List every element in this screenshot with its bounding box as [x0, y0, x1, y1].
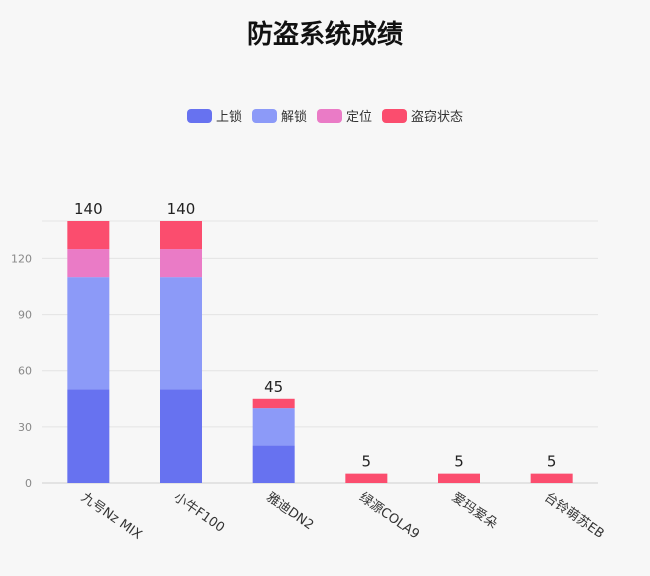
- y-tick-label: 30: [18, 421, 32, 434]
- bar-segment: [438, 473, 480, 483]
- legend-label: 定位: [346, 110, 373, 125]
- bar-segment: [67, 389, 110, 483]
- legend-label: 盗窃状态: [411, 110, 464, 125]
- x-tick-label: 台铃萌苏EB: [541, 489, 607, 542]
- data-label: 45: [264, 378, 283, 396]
- x-tick-label: 九号Nz MIX: [78, 490, 145, 543]
- bar-segment: [252, 408, 295, 446]
- bar-segment: [160, 249, 202, 278]
- y-tick-label: 120: [11, 252, 32, 265]
- data-label: 140: [167, 200, 196, 218]
- bar-segment: [160, 389, 202, 483]
- chart-title: 防盗系统成绩: [246, 20, 403, 50]
- bar-segment: [160, 221, 202, 250]
- data-label: 5: [547, 453, 557, 471]
- x-tick-label: 爱玛爱朵: [449, 490, 500, 532]
- legend-item[interactable]: 定位: [317, 106, 372, 125]
- data-label: 140: [74, 200, 103, 218]
- x-tick-label: 雅迪DN2: [263, 490, 316, 533]
- y-tick-label: 0: [25, 477, 32, 490]
- bar-segment: [67, 277, 110, 390]
- bar-segment: [252, 445, 295, 483]
- legend-label: 上锁: [215, 110, 242, 125]
- bar-segment: [345, 473, 388, 483]
- bar-segment: [530, 473, 573, 483]
- legend-swatch: [186, 108, 212, 123]
- legend-swatch: [317, 108, 342, 123]
- bar-segment: [252, 398, 295, 409]
- x-tick-label: 小牛F100: [171, 490, 227, 536]
- data-label: 5: [362, 453, 372, 471]
- legend-item[interactable]: 盗窃状态: [382, 106, 463, 125]
- legend-swatch: [251, 108, 277, 123]
- bar-segment: [160, 277, 202, 390]
- bar-segment: [67, 221, 110, 250]
- data-label: 5: [454, 453, 464, 471]
- legend-item[interactable]: 上锁: [186, 106, 242, 125]
- legend-label: 解锁: [280, 110, 307, 125]
- y-tick-label: 60: [18, 365, 32, 378]
- bar-segment: [67, 249, 110, 278]
- legend-item[interactable]: 解锁: [251, 106, 307, 125]
- x-tick-label: 绿源COLA9: [356, 490, 422, 542]
- y-tick-label: 90: [18, 309, 32, 322]
- legend: 上锁 解锁 定位 盗窃状态: [0, 106, 650, 125]
- legend-swatch: [382, 108, 408, 123]
